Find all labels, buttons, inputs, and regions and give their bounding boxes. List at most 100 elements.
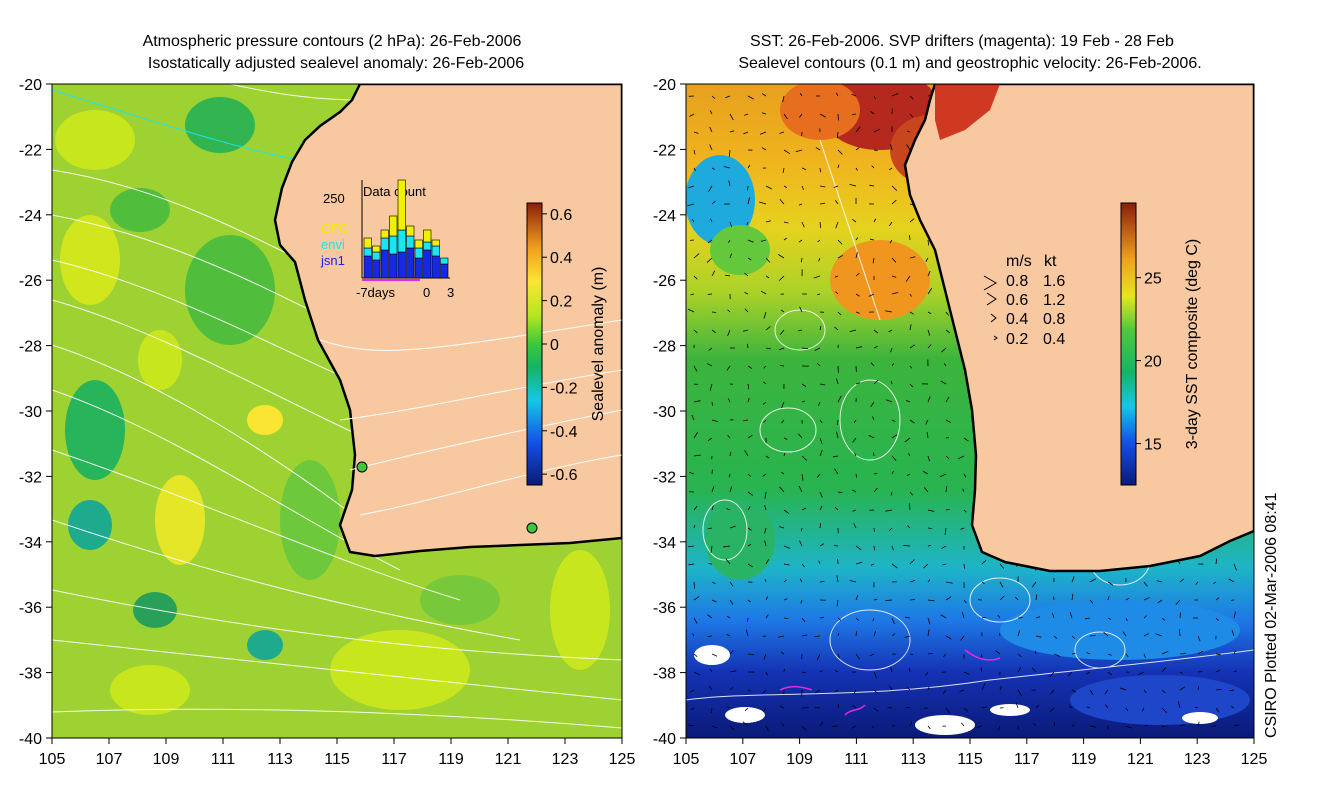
- sst-colorbar-ticks: 25 20 15: [1136, 271, 1162, 454]
- velocity-arrow: [693, 329, 698, 334]
- inset-bar: [406, 225, 415, 237]
- velocity-arrow: [711, 486, 715, 493]
- velocity-arrow: [727, 615, 731, 619]
- velocity-arrow: [837, 395, 842, 403]
- velocity-arrow: [726, 633, 731, 637]
- velocity-arrow: [725, 558, 731, 565]
- velocity-arrow: [706, 614, 713, 619]
- velocity-arrow: [963, 563, 966, 569]
- velocity-arrow: [742, 329, 749, 332]
- velocity-arrow: [855, 126, 861, 133]
- velocity-arrow: [834, 669, 839, 673]
- velocity-arrow: [725, 95, 731, 99]
- velocity-arrow: [1194, 706, 1199, 709]
- sla-colorbar-ramp: [526, 202, 543, 486]
- lon-tick-label: 111: [211, 751, 235, 768]
- inset-bar: [363, 247, 372, 257]
- velocity-arrow: [927, 239, 930, 246]
- velocity-arrow: [1053, 653, 1061, 657]
- velocity-arrow: [1050, 689, 1055, 695]
- lon-tick-label: 105: [673, 751, 700, 768]
- velocity-arrow: [1120, 687, 1127, 691]
- velocity-arrow: [1179, 724, 1185, 727]
- velocity-arrow: [1197, 650, 1204, 655]
- lat-tick-label: -24: [19, 208, 42, 225]
- velocity-arrow: [729, 599, 734, 605]
- velocity-arrow: [852, 219, 857, 223]
- velocity-arrow: [904, 616, 911, 619]
- velocity-arrow: [1233, 611, 1236, 619]
- velocity-arrow: [798, 485, 803, 493]
- left-title-line1: Atmospheric pressure contours (2 hPa): 2…: [143, 33, 522, 50]
- velocity-arrow: [711, 311, 717, 313]
- velocity-arrow: [711, 200, 716, 205]
- velocity-arrow: [689, 113, 695, 117]
- velocity-arrow: [889, 221, 893, 227]
- velocity-arrow: [747, 617, 749, 622]
- velocity-arrow: [744, 707, 749, 712]
- velocity-arrow: [835, 200, 839, 205]
- velocity-arrow: [779, 131, 785, 134]
- lon-tick-label: 125: [609, 751, 636, 768]
- velocity-arrow: [1215, 653, 1221, 656]
- velocity-arrow: [780, 651, 785, 655]
- velocity-arrow: [873, 128, 880, 133]
- velocity-arrow: [891, 93, 899, 97]
- velocity-arrow: [873, 218, 877, 223]
- velocity-arrow: [890, 144, 893, 151]
- geostrophic-velocity-arrows: [687, 92, 1239, 732]
- velocity-arrow: [692, 633, 695, 637]
- velocity-arrow: [963, 473, 967, 478]
- velocity-arrow: [909, 113, 913, 118]
- velocity-arrow: [783, 598, 788, 601]
- velocity-arrow: [765, 220, 771, 223]
- velocity-arrow: [693, 505, 698, 511]
- lat-tick-label: -38: [19, 666, 42, 683]
- velocity-arrow: [726, 705, 731, 709]
- velocity-arrow: [783, 437, 788, 440]
- velocity-arrow: [777, 635, 785, 638]
- velocity-arrow: [1014, 596, 1019, 601]
- velocity-arrow: [710, 218, 713, 223]
- velocity-arrow: [801, 634, 808, 637]
- colorbar-tick-label: 0.6: [550, 207, 572, 224]
- velocity-arrow: [801, 527, 803, 532]
- velocity-arrow: [747, 95, 754, 100]
- velocity-arrow: [997, 614, 1001, 619]
- inset-bar: [423, 249, 432, 279]
- velocity-arrow: [1125, 707, 1129, 712]
- velocity-arrow: [819, 202, 826, 205]
- velocity-arrow: [742, 721, 749, 727]
- velocity-arrow: [906, 473, 911, 477]
- velocity-arrow: [1143, 653, 1146, 658]
- velocity-arrow: [981, 616, 986, 619]
- velocity-arrow: [1017, 666, 1022, 673]
- inset-bar: [423, 229, 432, 243]
- colorbar-tick-label: 20: [1144, 354, 1162, 371]
- velocity-arrow: [943, 653, 947, 658]
- velocity-arrow: [801, 725, 807, 731]
- velocity-arrow: [927, 509, 935, 512]
- velocity-arrow: [1195, 581, 1199, 585]
- velocity-arrow: [1071, 689, 1076, 693]
- velocity-arrow: [945, 581, 953, 584]
- velocity-arrow: [927, 287, 933, 295]
- velocity-arrow: [687, 308, 695, 313]
- velocity-arrow: [977, 725, 983, 728]
- lat-tick-label: -32: [19, 469, 42, 486]
- lon-tick-label: 115: [324, 751, 350, 768]
- lon-tick-label: 115: [957, 751, 983, 768]
- lat-tick-label: -36: [653, 600, 676, 617]
- velocity-arrow: [1089, 725, 1096, 728]
- lat-tick-label: -26: [653, 273, 676, 290]
- velocity-arrow: [890, 491, 893, 496]
- velocity-arrow: [909, 580, 916, 583]
- velocity-arrow: [889, 239, 893, 244]
- velocity-arrow: [891, 633, 896, 637]
- velocity-arrow: [801, 507, 807, 511]
- velocity-arrow: [837, 703, 839, 709]
- velocity-arrow: [945, 635, 952, 640]
- velocity-arrow: [873, 689, 878, 694]
- velocity-arrow: [1231, 629, 1235, 637]
- velocity-arrow: [835, 291, 839, 295]
